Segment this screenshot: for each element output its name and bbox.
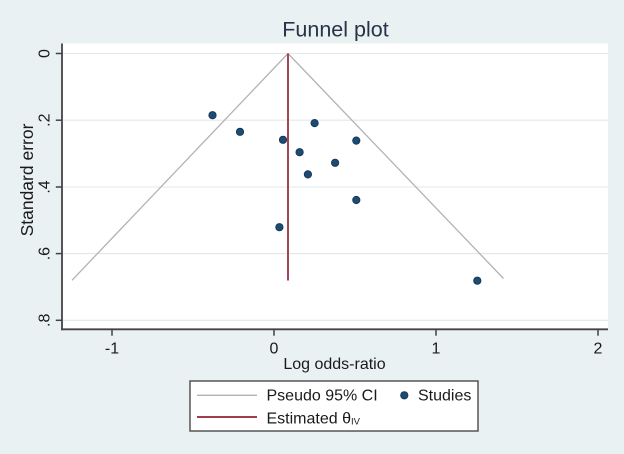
svg-text:Pseudo 95% CI: Pseudo 95% CI bbox=[267, 388, 378, 405]
svg-text:0: 0 bbox=[37, 49, 54, 58]
svg-text:2: 2 bbox=[594, 341, 603, 358]
svg-text:.8: .8 bbox=[37, 314, 54, 327]
svg-text:Funnel plot: Funnel plot bbox=[282, 18, 388, 42]
svg-text:1: 1 bbox=[432, 341, 441, 358]
svg-text:.6: .6 bbox=[37, 247, 54, 260]
svg-text:.2: .2 bbox=[37, 113, 54, 126]
svg-text:0: 0 bbox=[270, 341, 279, 358]
svg-text:-1: -1 bbox=[105, 341, 119, 358]
svg-text:.4: .4 bbox=[37, 180, 54, 193]
svg-text:Estimated θIV: Estimated θIV bbox=[267, 411, 361, 428]
svg-text:Standard error: Standard error bbox=[17, 123, 37, 236]
svg-text:Studies: Studies bbox=[418, 388, 471, 405]
svg-text:Log odds-ratio: Log odds-ratio bbox=[283, 356, 385, 373]
